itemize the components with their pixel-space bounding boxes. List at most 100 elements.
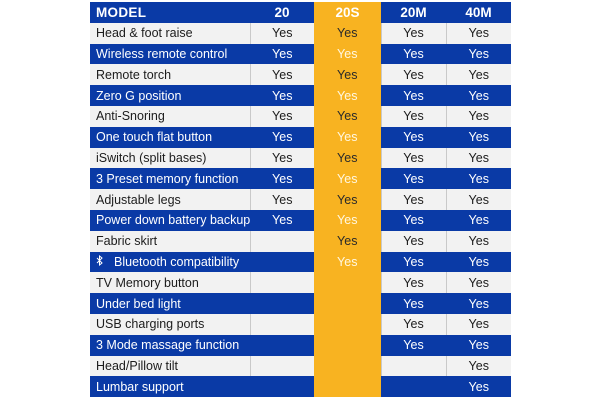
value-cell-20 (249, 376, 314, 398)
value-cell-20s: Yes (314, 230, 381, 252)
feature-cell: USB charging ports (90, 313, 250, 335)
value-cell-20: Yes (249, 85, 314, 106)
value-cell-40m: Yes (445, 126, 511, 148)
value-cell-20m: Yes (380, 293, 446, 314)
feature-label: Wireless remote control (96, 46, 228, 61)
value-cell-40m: Yes (445, 334, 511, 356)
value-cell-20: Yes (249, 64, 314, 86)
value-cell-20m: Yes (380, 168, 446, 190)
table-row: TV Memory button Yes Yes (90, 272, 511, 294)
value-cell-40m: Yes (445, 147, 511, 169)
value-cell-20s (314, 334, 381, 356)
table-row: USB charging ports Yes Yes (90, 313, 511, 335)
value-cell-20s: Yes (314, 189, 381, 210)
feature-label: Head/Pillow tilt (96, 358, 178, 373)
value-cell-20m (380, 355, 446, 377)
table-row: iSwitch (split bases) Yes Yes Yes Yes (90, 147, 511, 169)
value-cell-20s (314, 313, 381, 335)
value-cell-20m: Yes (380, 64, 446, 86)
table-row: 3 Preset memory function Yes Yes Yes Yes (90, 168, 511, 190)
value-cell-20m: Yes (380, 209, 446, 231)
table-row: Zero G position Yes Yes Yes Yes (90, 85, 511, 106)
feature-cell: Lumbar support (90, 376, 250, 398)
value-cell-40m: Yes (445, 189, 511, 210)
value-cell-20 (249, 313, 314, 335)
value-cell-40m: Yes (445, 251, 511, 273)
value-cell-20: Yes (249, 43, 314, 65)
value-cell-20s: Yes (314, 22, 381, 44)
column-header-20s: 20S (314, 2, 381, 23)
feature-label: USB charging ports (96, 317, 205, 332)
value-cell-20m: Yes (380, 334, 446, 356)
feature-label: Head & foot raise (96, 26, 193, 41)
column-header-40m: 40M (446, 2, 511, 23)
bluetooth-icon (96, 254, 104, 269)
feature-cell: Zero G position (90, 85, 250, 106)
value-cell-20s: Yes (314, 209, 381, 231)
feature-cell: Anti-Snoring (90, 105, 250, 127)
value-cell-20: Yes (249, 189, 314, 210)
feature-cell: TV Memory button (90, 272, 250, 294)
feature-cell: Bluetooth compatibility (90, 251, 250, 273)
feature-cell: 3 Preset memory function (90, 168, 250, 190)
value-cell-20 (249, 251, 314, 273)
value-cell-40m: Yes (445, 168, 511, 190)
value-cell-20s: Yes (314, 168, 381, 190)
value-cell-40m: Yes (445, 209, 511, 231)
feature-cell: Adjustable legs (90, 189, 250, 210)
feature-cell: 3 Mode massage function (90, 334, 250, 356)
feature-label: 3 Preset memory function (96, 171, 239, 186)
value-cell-20s (314, 355, 381, 377)
header-row: MODEL 20 20S 20M 40M (90, 2, 511, 23)
table-row: Fabric skirt Yes Yes Yes (90, 230, 511, 252)
feature-cell: Fabric skirt (90, 230, 250, 252)
feature-label: Under bed light (96, 296, 181, 311)
table-row: Anti-Snoring Yes Yes Yes Yes (90, 105, 511, 127)
value-cell-20 (249, 272, 314, 294)
value-cell-20m (380, 376, 446, 398)
table-row: Bluetooth compatibility Yes Yes Yes (90, 251, 511, 273)
value-cell-20: Yes (249, 105, 314, 127)
value-cell-20s (314, 293, 381, 314)
table-row: Remote torch Yes Yes Yes Yes (90, 64, 511, 86)
value-cell-20 (249, 230, 314, 252)
value-cell-20s: Yes (314, 85, 381, 106)
table-row: One touch flat button Yes Yes Yes Yes (90, 126, 511, 148)
value-cell-20 (249, 355, 314, 377)
value-cell-20s: Yes (314, 64, 381, 86)
value-cell-20m: Yes (380, 313, 446, 335)
feature-label: Remote torch (96, 67, 172, 82)
value-cell-40m: Yes (445, 376, 511, 398)
value-cell-20s: Yes (314, 126, 381, 148)
table-row: 3 Mode massage function Yes Yes (90, 334, 511, 356)
value-cell-20s: Yes (314, 105, 381, 127)
feature-cell: One touch flat button (90, 126, 250, 148)
value-cell-20m: Yes (380, 126, 446, 148)
feature-cell: Wireless remote control (90, 43, 250, 65)
value-cell-20m: Yes (380, 22, 446, 44)
value-cell-20m: Yes (380, 43, 446, 65)
table-row: Head & foot raise Yes Yes Yes Yes (90, 22, 511, 44)
value-cell-20m: Yes (380, 251, 446, 273)
feature-cell: Under bed light (90, 293, 250, 314)
table-row: Under bed light Yes Yes (90, 293, 511, 314)
value-cell-20m: Yes (380, 189, 446, 210)
feature-label: 3 Mode massage function (96, 338, 240, 353)
value-cell-20m: Yes (380, 272, 446, 294)
feature-cell: Head & foot raise (90, 22, 250, 44)
table-row: Power down battery backup Yes Yes Yes Yes (90, 209, 511, 231)
feature-label: Bluetooth compatibility (114, 254, 240, 269)
table-body: Head & foot raise Yes Yes Yes Yes Wireless re… (90, 22, 511, 398)
table-row: Head/Pillow tilt Yes (90, 355, 511, 377)
value-cell-20: Yes (249, 147, 314, 169)
table-row: Lumbar support Yes (90, 376, 511, 398)
feature-label: Anti-Snoring (96, 109, 165, 124)
value-cell-40m: Yes (445, 105, 511, 127)
feature-label: Lumbar support (96, 379, 184, 394)
feature-cell: Remote torch (90, 64, 250, 86)
value-cell-20m: Yes (380, 147, 446, 169)
comparison-table-container: MODEL 20 20S 20M 40M Head & foot raise Ye… (90, 2, 511, 398)
column-header-20: 20 (250, 2, 314, 23)
feature-label: Zero G position (96, 88, 182, 103)
value-cell-20: Yes (249, 168, 314, 190)
